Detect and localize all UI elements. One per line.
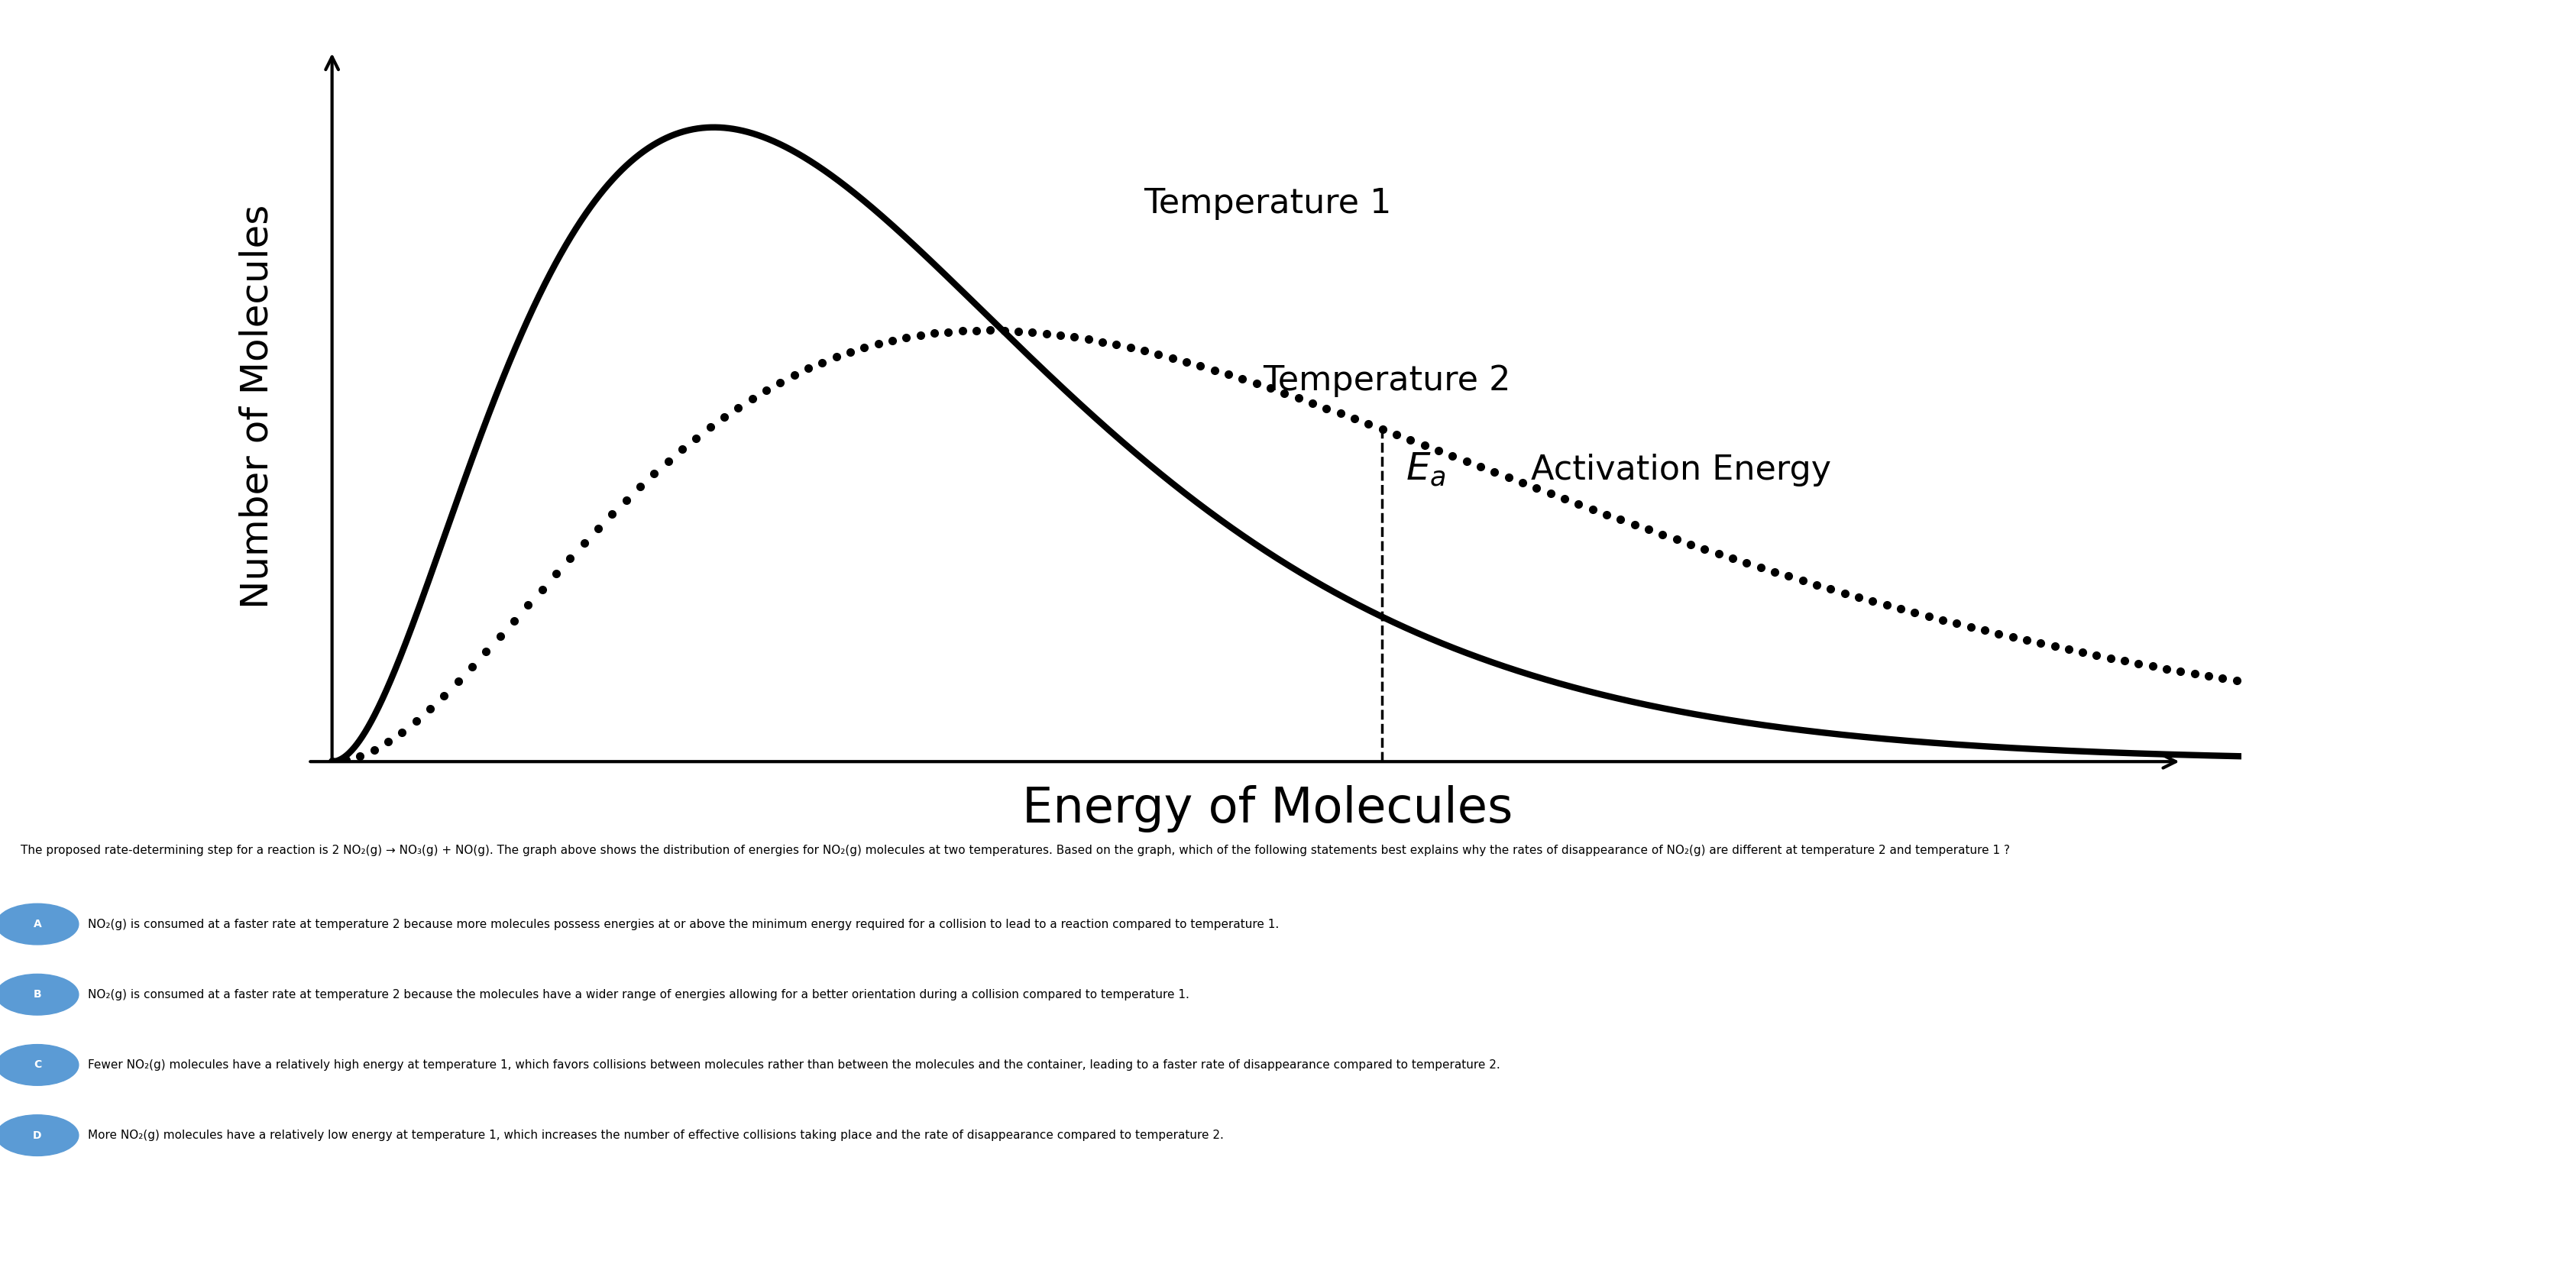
Text: Energy of Molecules: Energy of Molecules xyxy=(1023,786,1512,832)
Text: Fewer NO₂(g) molecules have a relatively high energy at temperature 1, which fav: Fewer NO₂(g) molecules have a relatively… xyxy=(88,1060,1499,1070)
Text: Activation Energy: Activation Energy xyxy=(1530,453,1832,486)
Text: Temperature 2: Temperature 2 xyxy=(1262,365,1510,398)
Text: NO₂(g) is consumed at a faster rate at temperature 2 because more molecules poss: NO₂(g) is consumed at a faster rate at t… xyxy=(88,919,1278,929)
Y-axis label: Number of Molecules: Number of Molecules xyxy=(240,205,276,608)
Text: NO₂(g) is consumed at a faster rate at temperature 2 because the molecules have : NO₂(g) is consumed at a faster rate at t… xyxy=(88,989,1190,1000)
Text: A: A xyxy=(33,919,41,929)
Text: B: B xyxy=(33,989,41,1000)
Text: $E_a$: $E_a$ xyxy=(1406,452,1445,488)
Text: Temperature 1: Temperature 1 xyxy=(1144,187,1391,220)
Text: D: D xyxy=(33,1130,41,1140)
Text: The proposed rate-determining step for a reaction is 2 NO₂(g) → NO₃(g) + NO(g). : The proposed rate-determining step for a… xyxy=(21,845,2009,856)
Text: More NO₂(g) molecules have a relatively low energy at temperature 1, which incre: More NO₂(g) molecules have a relatively … xyxy=(88,1130,1224,1140)
Text: C: C xyxy=(33,1060,41,1070)
